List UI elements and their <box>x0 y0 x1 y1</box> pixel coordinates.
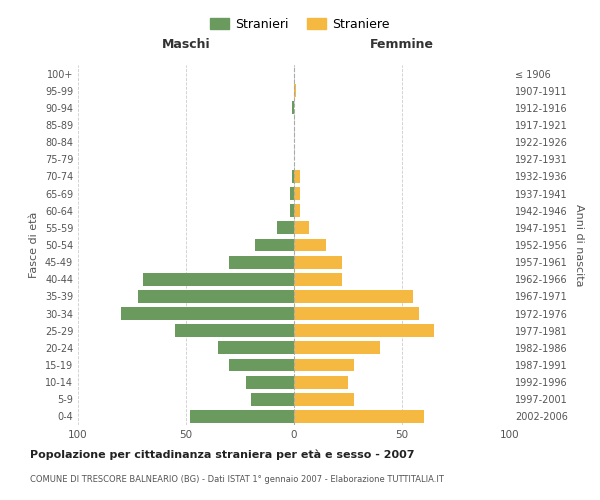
Bar <box>255 238 294 252</box>
Text: Femmine: Femmine <box>370 38 434 52</box>
Bar <box>277 222 294 234</box>
Bar <box>218 342 294 354</box>
Text: Maschi: Maschi <box>161 38 211 52</box>
Bar <box>294 222 309 234</box>
Bar <box>121 307 294 320</box>
Bar <box>139 290 294 303</box>
Bar <box>294 358 355 372</box>
Bar <box>292 102 294 114</box>
Bar <box>294 393 355 406</box>
Bar <box>294 376 348 388</box>
Text: COMUNE DI TRESCORE BALNEARIO (BG) - Dati ISTAT 1° gennaio 2007 - Elaborazione TU: COMUNE DI TRESCORE BALNEARIO (BG) - Dati… <box>30 475 444 484</box>
Bar <box>294 204 301 217</box>
Bar <box>294 307 419 320</box>
Bar <box>290 187 294 200</box>
Bar <box>229 256 294 268</box>
Bar <box>294 84 296 97</box>
Text: Popolazione per cittadinanza straniera per età e sesso - 2007: Popolazione per cittadinanza straniera p… <box>30 450 415 460</box>
Bar <box>292 170 294 183</box>
Bar <box>175 324 294 337</box>
Bar <box>229 358 294 372</box>
Y-axis label: Anni di nascita: Anni di nascita <box>574 204 584 286</box>
Bar <box>294 290 413 303</box>
Bar <box>294 187 301 200</box>
Bar <box>143 273 294 285</box>
Bar <box>290 204 294 217</box>
Bar <box>251 393 294 406</box>
Legend: Stranieri, Straniere: Stranieri, Straniere <box>204 11 396 37</box>
Bar <box>294 324 434 337</box>
Bar <box>294 256 341 268</box>
Bar <box>294 238 326 252</box>
Bar <box>294 342 380 354</box>
Bar <box>294 170 301 183</box>
Bar <box>294 410 424 423</box>
Bar <box>294 273 341 285</box>
Bar <box>247 376 294 388</box>
Bar <box>190 410 294 423</box>
Y-axis label: Fasce di età: Fasce di età <box>29 212 39 278</box>
